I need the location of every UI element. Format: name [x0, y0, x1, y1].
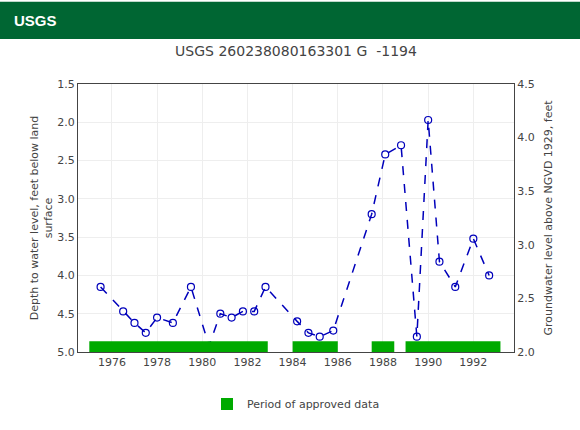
svg-text:1986: 1986 [324, 356, 352, 369]
svg-text:2.0: 2.0 [517, 346, 535, 359]
svg-text:4.0: 4.0 [57, 269, 75, 282]
svg-text:Depth to water level, feet bel: Depth to water level, feet below landsur… [28, 116, 55, 321]
svg-text:3.0: 3.0 [517, 239, 535, 252]
svg-text:4.0: 4.0 [517, 131, 535, 144]
svg-text:1984: 1984 [279, 356, 307, 369]
svg-text:USGS: USGS [14, 12, 57, 29]
svg-text:3.0: 3.0 [57, 193, 75, 206]
svg-text:Period of approved data: Period of approved data [247, 398, 379, 411]
svg-text:5.0: 5.0 [57, 346, 75, 359]
svg-text:4.5: 4.5 [57, 308, 75, 321]
svg-text:1988: 1988 [369, 356, 397, 369]
svg-text:1978: 1978 [143, 356, 171, 369]
svg-text:1976: 1976 [98, 356, 126, 369]
svg-text:1982: 1982 [233, 356, 261, 369]
svg-text:Groundwater level above NGVD 1: Groundwater level above NGVD 1929, feet [542, 100, 555, 336]
svg-text:2.5: 2.5 [517, 292, 535, 305]
svg-text:3.5: 3.5 [57, 231, 75, 244]
svg-text:1980: 1980 [188, 356, 216, 369]
svg-text:1.5: 1.5 [57, 78, 75, 91]
svg-text:USGS 260238080163301 G -1194: USGS 260238080163301 G -1194 [175, 43, 417, 59]
svg-text:1990: 1990 [414, 356, 442, 369]
svg-text:2.5: 2.5 [57, 154, 75, 167]
svg-text:3.5: 3.5 [517, 185, 535, 198]
svg-text:4.5: 4.5 [517, 78, 535, 91]
svg-text:2.0: 2.0 [57, 116, 75, 129]
svg-text:1992: 1992 [459, 356, 487, 369]
